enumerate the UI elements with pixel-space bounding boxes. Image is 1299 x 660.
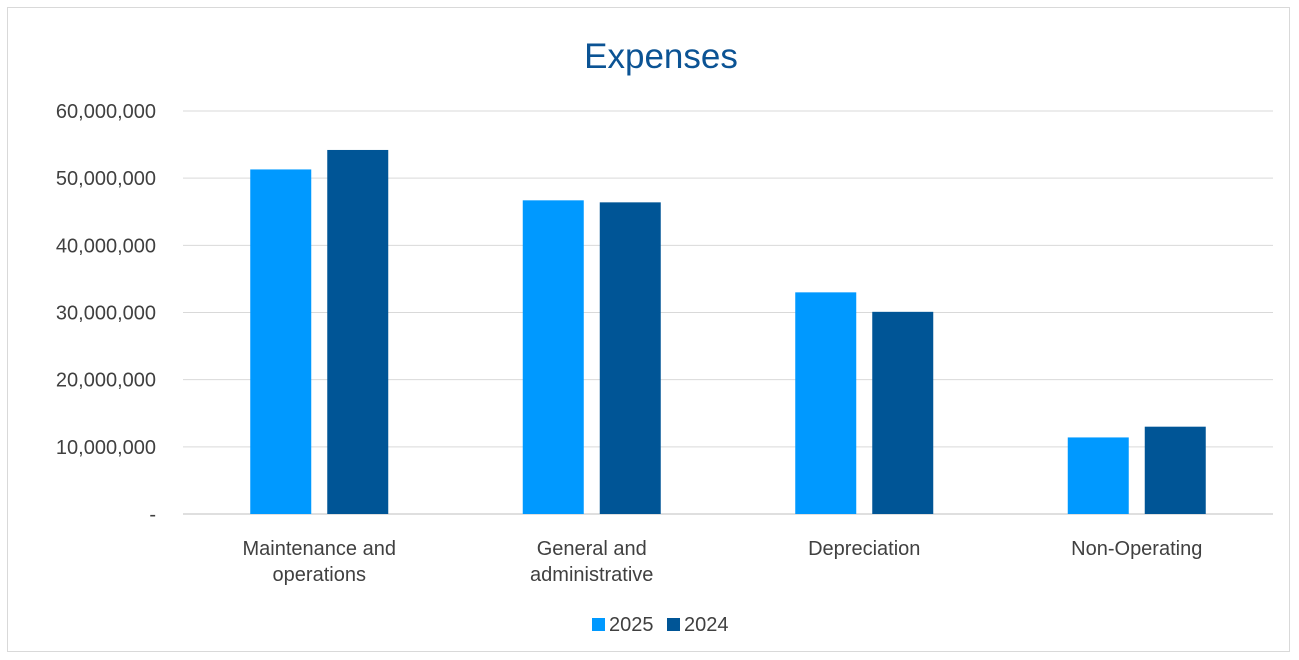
bar-2024 — [872, 311, 934, 514]
legend-swatch — [667, 618, 680, 631]
y-tick-label: 30,000,000 — [56, 303, 156, 325]
x-axis: Maintenance and operations General and admi… — [243, 538, 1203, 586]
bar-2025 — [522, 200, 584, 514]
bar-2024 — [599, 202, 661, 514]
bar-2024 — [327, 149, 389, 514]
y-axis: - 10,000,000 20,000,000 30,000,000 40,000,00… — [56, 101, 156, 526]
y-tick-label: 20,000,000 — [56, 370, 156, 392]
bars — [250, 149, 1206, 514]
bar-2025 — [795, 292, 857, 514]
x-category-label: Maintenance and operations — [243, 538, 396, 586]
bar-2024 — [1144, 426, 1206, 514]
chart-title: Expenses — [584, 37, 738, 76]
y-tick-label: 50,000,000 — [56, 168, 156, 190]
x-category-label: Non-Operating — [1071, 538, 1202, 560]
x-category-label: Depreciation — [808, 538, 920, 560]
y-tick-label: - — [149, 504, 156, 526]
bar-2025 — [1067, 437, 1129, 514]
legend: 2025 2024 — [592, 614, 729, 636]
y-tick-label: 60,000,000 — [56, 101, 156, 123]
bar-2025 — [250, 169, 312, 514]
legend-label: 2025 — [609, 614, 654, 636]
legend-swatch — [592, 618, 605, 631]
y-tick-label: 40,000,000 — [56, 235, 156, 257]
legend-label: 2024 — [684, 614, 729, 636]
y-tick-label: 10,000,000 — [56, 437, 156, 459]
x-category-label: General and administrative — [530, 538, 653, 586]
